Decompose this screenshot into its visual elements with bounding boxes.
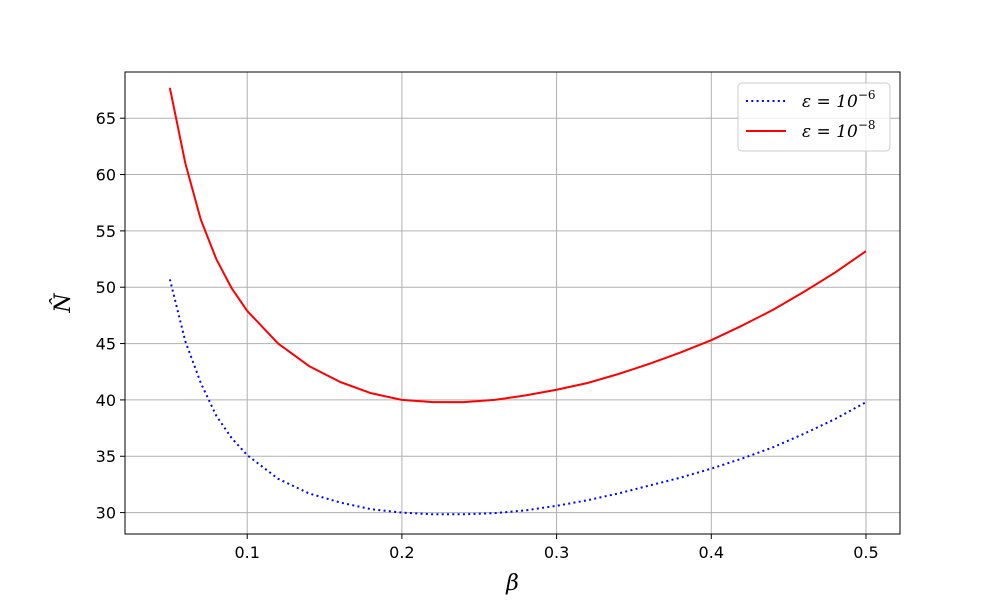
x-tick-label: 0.3: [544, 543, 569, 562]
x-tick-label: 0.5: [853, 543, 878, 562]
legend: ε = 10−6 ε = 10−8: [737, 82, 891, 152]
x-tick-label: 0.4: [699, 543, 724, 562]
y-tick-label: 60: [96, 166, 116, 185]
y-tick-label: 55: [96, 222, 116, 241]
plot-frame: [124, 71, 901, 535]
y-tick-label: 30: [96, 504, 116, 523]
legend-entry-eps8-exp: −8: [858, 118, 876, 132]
legend-entry-eps8-base: ε = 10: [802, 122, 858, 142]
y-tick-label: 35: [96, 447, 116, 466]
legend-entry-eps8: ε = 10−8: [802, 118, 876, 142]
series-line-1: [168, 87, 867, 404]
tick-labels: 0.1 0.2 0.3 0.4 0.5 30 35 40 45 50 55 60 65: [96, 109, 879, 562]
x-tick-label: 0.1: [234, 543, 259, 562]
y-tick-label: 65: [96, 109, 116, 128]
series-line-0: [168, 279, 867, 516]
y-tick-label: 45: [96, 335, 116, 354]
y-tick-label: 40: [96, 391, 116, 410]
series-lines: [168, 87, 867, 516]
legend-box: [737, 82, 891, 152]
axis-ticks: [120, 117, 867, 539]
y-axis-label: N̂: [50, 293, 76, 314]
legend-entry-eps6-exp: −6: [858, 88, 876, 102]
y-tick-label: 50: [96, 278, 116, 297]
x-axis-label: β: [505, 571, 519, 596]
legend-entry-eps6-base: ε = 10: [802, 92, 858, 112]
x-tick-label: 0.2: [389, 543, 414, 562]
legend-entry-eps6: ε = 10−6: [802, 88, 876, 112]
